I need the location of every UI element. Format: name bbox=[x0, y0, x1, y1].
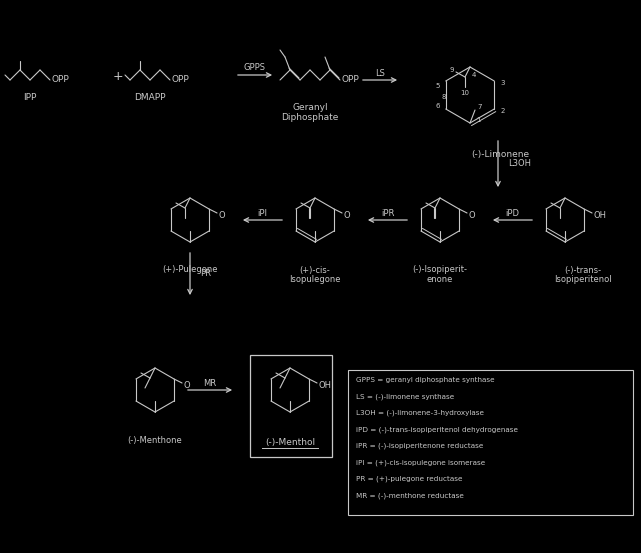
Text: Diphosphate: Diphosphate bbox=[281, 112, 338, 122]
Text: LS = (-)-limonene synthase: LS = (-)-limonene synthase bbox=[356, 393, 454, 400]
Text: MR = (-)-menthone reductase: MR = (-)-menthone reductase bbox=[356, 492, 464, 499]
Text: (+)-cis-: (+)-cis- bbox=[299, 265, 330, 274]
Text: OH: OH bbox=[319, 382, 331, 390]
Text: L3OH: L3OH bbox=[508, 159, 531, 169]
Text: (-)-Menthone: (-)-Menthone bbox=[128, 436, 183, 445]
Text: DMAPP: DMAPP bbox=[134, 92, 166, 102]
Text: O: O bbox=[219, 211, 226, 221]
Text: iPR: iPR bbox=[381, 208, 394, 217]
Text: 6: 6 bbox=[435, 103, 440, 109]
Text: LS: LS bbox=[375, 69, 385, 77]
Text: OPP: OPP bbox=[341, 76, 359, 85]
Text: PR: PR bbox=[200, 269, 211, 279]
Text: enone: enone bbox=[427, 275, 453, 284]
Text: GPPS: GPPS bbox=[244, 64, 266, 72]
Bar bbox=[250, 355, 332, 457]
Text: O: O bbox=[469, 211, 476, 221]
Text: OPP: OPP bbox=[51, 76, 69, 85]
Text: MR: MR bbox=[203, 378, 217, 388]
Text: 3: 3 bbox=[500, 80, 504, 86]
Text: (-)-Isopiperit-: (-)-Isopiperit- bbox=[413, 265, 467, 274]
Text: PR = (+)-pulegone reductase: PR = (+)-pulegone reductase bbox=[356, 476, 463, 482]
Text: L3OH = (-)-limonene-3-hydroxylase: L3OH = (-)-limonene-3-hydroxylase bbox=[356, 410, 484, 416]
Text: IPP: IPP bbox=[23, 92, 37, 102]
Text: OPP: OPP bbox=[171, 76, 189, 85]
Text: 10: 10 bbox=[460, 90, 469, 96]
Text: iPI: iPI bbox=[258, 208, 267, 217]
Text: Geranyl: Geranyl bbox=[292, 102, 328, 112]
Text: (-)-Limonene: (-)-Limonene bbox=[471, 150, 529, 159]
Text: 4: 4 bbox=[472, 72, 476, 78]
Text: 2: 2 bbox=[500, 108, 504, 114]
Text: O: O bbox=[344, 211, 351, 221]
Text: 1: 1 bbox=[476, 117, 480, 123]
Text: OH: OH bbox=[594, 211, 606, 221]
Text: 9: 9 bbox=[450, 67, 454, 73]
Text: O: O bbox=[184, 382, 190, 390]
Text: Isopiperitenol: Isopiperitenol bbox=[554, 275, 612, 284]
Text: iPD: iPD bbox=[506, 208, 519, 217]
Text: 7: 7 bbox=[478, 104, 482, 110]
Text: GPPS = geranyl diphosphate synthase: GPPS = geranyl diphosphate synthase bbox=[356, 377, 495, 383]
Text: Isopulegone: Isopulegone bbox=[289, 275, 341, 284]
Text: 8: 8 bbox=[442, 94, 446, 100]
Text: iPD = (-)-trans-isopiperitenol dehydrogenase: iPD = (-)-trans-isopiperitenol dehydroge… bbox=[356, 426, 518, 433]
Text: iPI = (+)-cis-isopulegone isomerase: iPI = (+)-cis-isopulegone isomerase bbox=[356, 459, 485, 466]
Text: +: + bbox=[113, 70, 123, 84]
Text: 5: 5 bbox=[436, 83, 440, 89]
Text: iPR = (-)-isopiperitenone reductase: iPR = (-)-isopiperitenone reductase bbox=[356, 443, 483, 449]
Text: (-)-Menthol: (-)-Menthol bbox=[265, 437, 315, 446]
Bar bbox=[348, 370, 633, 515]
Text: (-)-trans-: (-)-trans- bbox=[565, 265, 601, 274]
Text: (+)-Pulegone: (+)-Pulegone bbox=[162, 265, 218, 274]
